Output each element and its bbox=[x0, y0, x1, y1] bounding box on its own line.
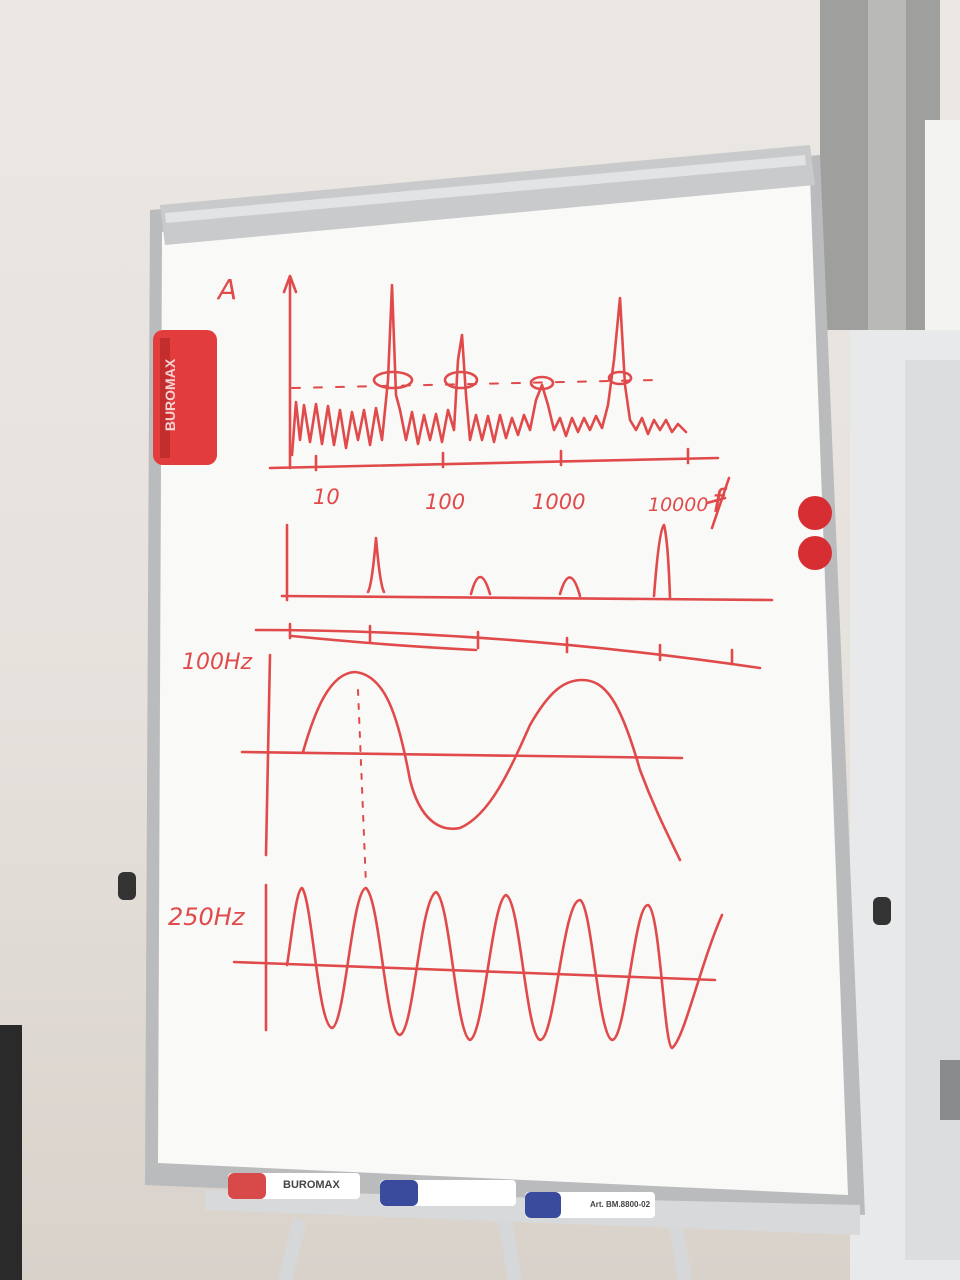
spectrum-axis-label: A bbox=[218, 273, 238, 306]
wave-100hz-y-axis bbox=[264, 653, 272, 857]
f-arrow-stroke bbox=[710, 476, 731, 530]
spectrum-x-axis bbox=[268, 456, 720, 470]
knob-right bbox=[873, 897, 891, 925]
marker-red-brand: BUROMAX bbox=[283, 1179, 340, 1191]
band-peak-2 bbox=[469, 575, 492, 596]
freq-axis-label: f bbox=[712, 482, 724, 520]
eraser-edge bbox=[160, 338, 170, 458]
tick-label-10000: 10000 bbox=[648, 494, 709, 516]
spectrum-y-arrow bbox=[282, 274, 298, 294]
cabinet-handle bbox=[940, 1060, 960, 1120]
f-arrow-bar bbox=[705, 496, 727, 505]
spectrum-circle-2 bbox=[443, 370, 479, 390]
timeline-ticks bbox=[288, 622, 734, 666]
wave-guide-dash bbox=[357, 689, 367, 886]
cabinet-door bbox=[905, 360, 960, 1260]
tick-label-1000: 1000 bbox=[532, 490, 586, 514]
band-peak-3 bbox=[558, 576, 582, 598]
pipe bbox=[868, 0, 906, 330]
easel-leg-left bbox=[278, 1218, 307, 1280]
wave-250hz-trace bbox=[285, 886, 724, 1050]
spectrum-trace bbox=[290, 283, 688, 457]
band-peak-4 bbox=[652, 523, 672, 600]
spectrum-x-ticks bbox=[314, 447, 690, 472]
easel-leg-right bbox=[668, 1218, 692, 1280]
marker-blue-2-cap bbox=[525, 1192, 561, 1218]
band-x-axis bbox=[280, 594, 774, 602]
band-peak-100hz bbox=[366, 536, 386, 594]
eraser-brand: BUROMAX bbox=[162, 358, 179, 432]
tick-label-100: 100 bbox=[425, 490, 466, 514]
marker-blue-2-brand: Art. BM.8800-02 bbox=[590, 1200, 651, 1209]
knob-left bbox=[118, 872, 136, 900]
easel-leg-center bbox=[498, 1218, 522, 1280]
timeline-underline bbox=[290, 634, 478, 652]
marker-blue-1-cap bbox=[380, 1180, 418, 1206]
wave-250hz-label: 250Hz bbox=[168, 903, 245, 931]
clamp-highlight bbox=[165, 155, 806, 223]
wave-100hz-trace bbox=[301, 670, 682, 862]
spectrum-circle-1 bbox=[372, 370, 414, 390]
white-bucket bbox=[925, 120, 960, 330]
spectrum-circle-3 bbox=[529, 375, 555, 391]
tick-label-10: 10 bbox=[313, 485, 340, 509]
dark-chair bbox=[0, 1025, 22, 1280]
timeline-line bbox=[254, 628, 762, 670]
wave-100hz-x-axis bbox=[240, 750, 684, 760]
wave-100hz-label: 100Hz bbox=[182, 650, 253, 675]
magnet-upper bbox=[798, 496, 832, 530]
spectrum-circle-4 bbox=[607, 370, 633, 386]
marker-red-cap bbox=[228, 1173, 266, 1199]
magnet-lower bbox=[798, 536, 832, 570]
wave-250hz-x-axis bbox=[232, 960, 717, 982]
board-surface bbox=[158, 178, 848, 1195]
